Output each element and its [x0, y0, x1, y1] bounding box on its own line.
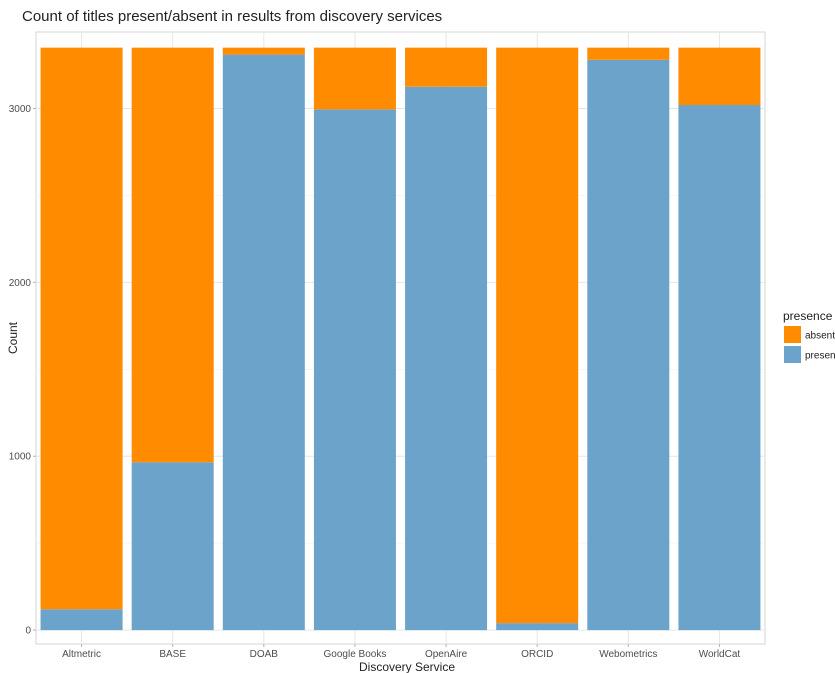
- x-tick-label: Altmetric: [62, 649, 101, 660]
- x-tick-label: ORCID: [521, 649, 553, 660]
- bar-absent: [678, 47, 761, 106]
- bar-absent: [40, 47, 123, 610]
- y-tick-label: 1000: [9, 452, 32, 463]
- legend: presence absent present: [783, 309, 835, 363]
- x-axis-ticks: Altmetric BASE DOAB Google Books OpenAire ORC…: [62, 644, 740, 660]
- bar-absent: [496, 47, 579, 624]
- bar-present: [40, 609, 123, 631]
- x-axis-title: Discovery Service: [359, 660, 455, 673]
- bar-absent: [587, 47, 670, 60]
- y-tick-label: 2000: [9, 278, 32, 289]
- bar-present: [496, 623, 579, 631]
- x-tick-label: Google Books: [324, 649, 387, 660]
- y-tick-label: 0: [25, 626, 31, 637]
- legend-swatch-present: [784, 346, 801, 363]
- legend-title: presence: [783, 309, 833, 323]
- x-tick-label: Webometrics: [599, 649, 657, 660]
- bar-absent: [313, 47, 396, 110]
- bar-present: [313, 109, 396, 631]
- bars: [40, 47, 761, 631]
- x-tick-label: DOAB: [250, 649, 279, 660]
- legend-label-present: present: [805, 351, 835, 362]
- legend-swatch-absent: [784, 326, 801, 343]
- bar-present: [131, 462, 214, 631]
- bar-present: [222, 54, 305, 631]
- bar-present: [678, 105, 761, 631]
- x-tick-label: OpenAire: [425, 649, 468, 660]
- chart-title: Count of titles present/absent in result…: [22, 8, 443, 25]
- x-tick-label: WorldCat: [699, 649, 741, 660]
- bar-present: [587, 59, 670, 631]
- x-tick-label: BASE: [159, 649, 186, 660]
- y-tick-label: 3000: [9, 104, 32, 115]
- y-axis-ticks: 0 1000 2000 3000: [9, 104, 36, 637]
- bar-absent: [222, 47, 305, 55]
- bar-present: [405, 86, 488, 631]
- y-axis-title: Count: [6, 321, 20, 354]
- bar-absent: [405, 47, 488, 87]
- legend-label-absent: absent: [805, 331, 835, 342]
- bar-absent: [131, 47, 214, 463]
